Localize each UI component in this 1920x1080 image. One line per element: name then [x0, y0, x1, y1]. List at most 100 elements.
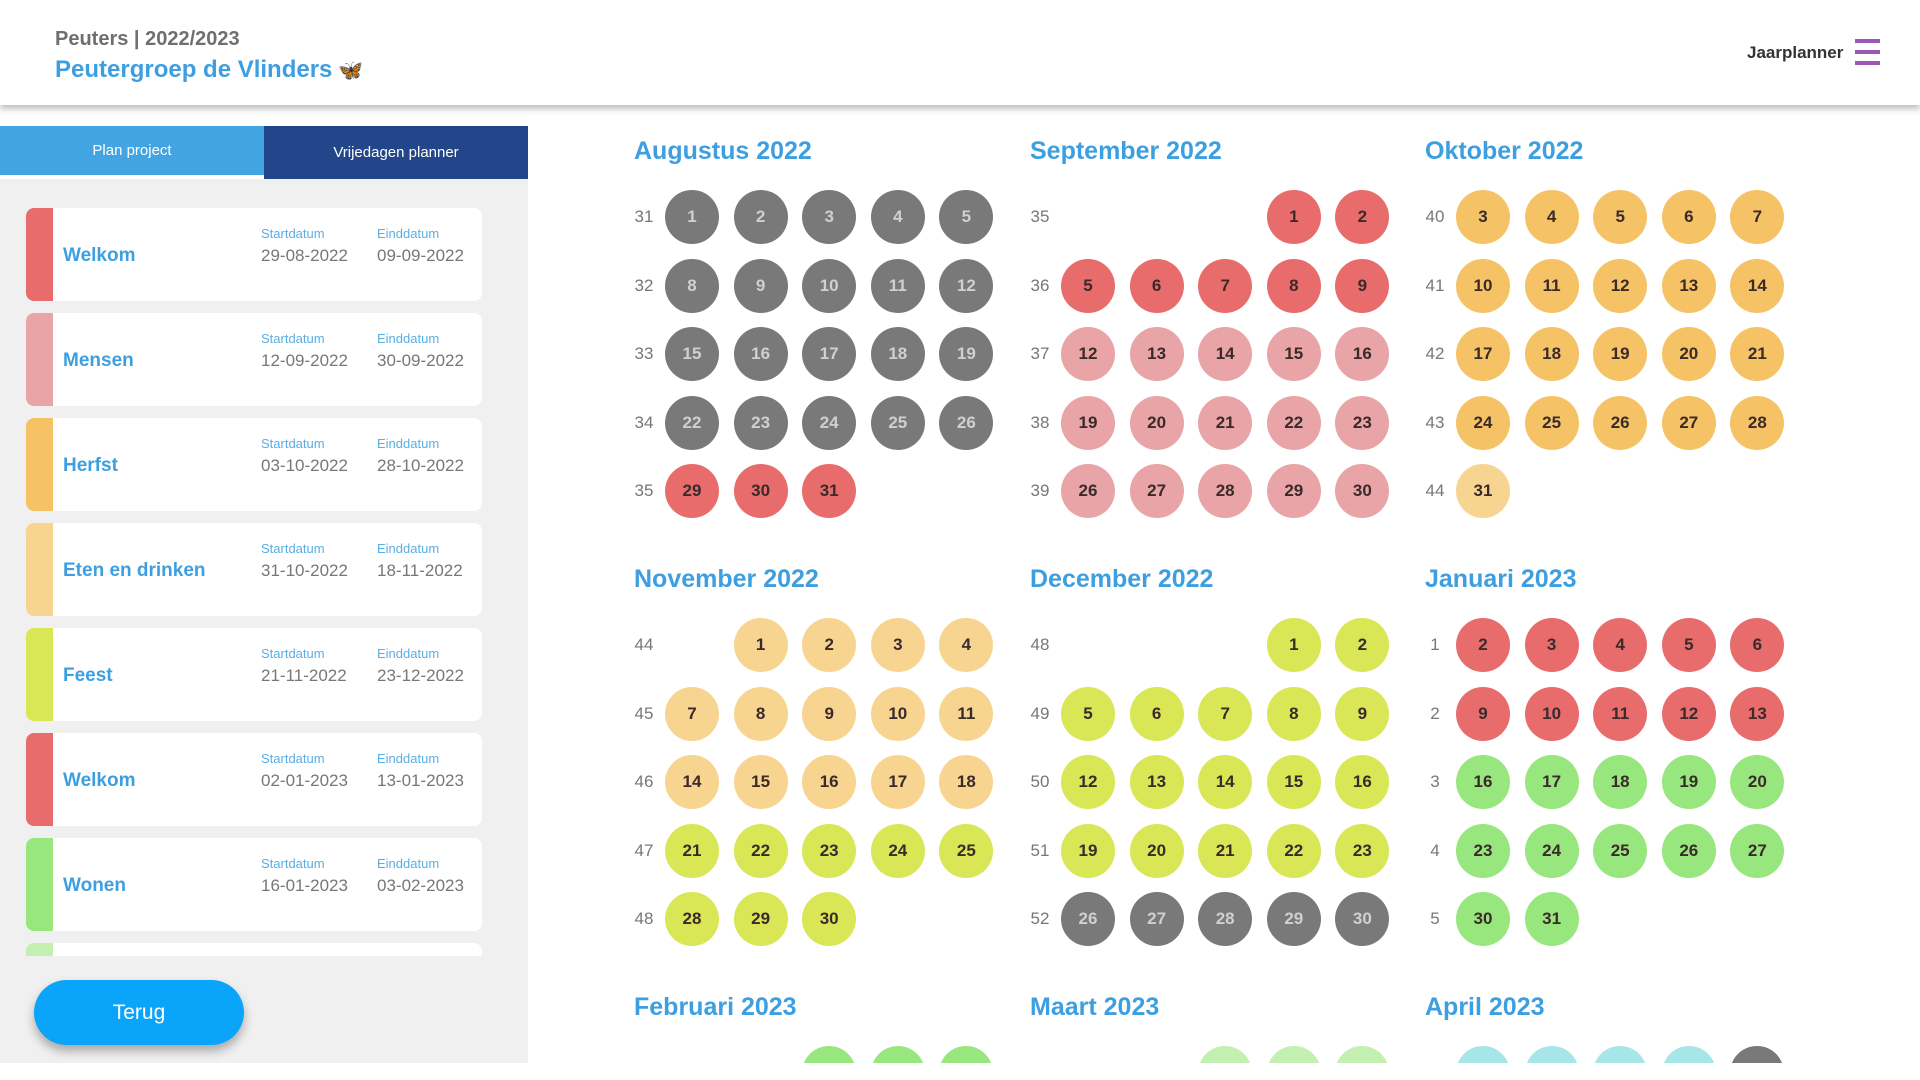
calendar-day[interactable]: 9	[733, 258, 788, 313]
calendar-day[interactable]: 3	[870, 618, 925, 672]
calendar-day[interactable]: 18	[1524, 327, 1579, 382]
project-list[interactable]: Welkom Startdatum 29-08-2022 Einddatum 09-09…	[0, 190, 528, 956]
calendar-day[interactable]: 20	[1129, 395, 1184, 450]
calendar-day[interactable]: 31	[1456, 464, 1510, 519]
calendar-day[interactable]: 30	[733, 464, 788, 519]
calendar-day[interactable]: 28	[1198, 892, 1253, 947]
calendar-day[interactable]: 20	[1129, 823, 1184, 878]
project-card[interactable]: Welkom Startdatum 02-01-2023 Einddatum 13-01…	[26, 733, 482, 826]
calendar-day[interactable]: 22	[665, 395, 719, 450]
calendar-day[interactable]: 30	[1335, 892, 1390, 947]
back-button[interactable]: Terug	[34, 980, 244, 1045]
calendar-day[interactable]: 27	[1661, 395, 1716, 450]
calendar-day[interactable]: 1	[733, 618, 788, 672]
calendar-day[interactable]: 31	[1524, 892, 1579, 947]
calendar-day[interactable]: 12	[939, 258, 994, 313]
calendar-day[interactable]: 29	[665, 464, 719, 519]
calendar-day[interactable]: 11	[1524, 258, 1579, 313]
calendar-day[interactable]: 19	[1661, 755, 1716, 810]
calendar-day[interactable]: 24	[1456, 395, 1510, 450]
calendar-day[interactable]: 21	[1730, 327, 1785, 382]
calendar-day[interactable]	[1456, 1046, 1510, 1063]
calendar-day[interactable]: 16	[1456, 755, 1510, 810]
calendar-day[interactable]: 8	[665, 258, 719, 313]
calendar-day[interactable]: 1	[665, 190, 719, 244]
calendar-day[interactable]: 26	[1061, 464, 1115, 519]
calendar-day[interactable]: 4	[939, 618, 994, 672]
calendar-day[interactable]: 17	[870, 755, 925, 810]
calendar-day[interactable]: 15	[665, 327, 719, 382]
tab-plan-project[interactable]: Plan project	[0, 126, 264, 179]
calendar-day[interactable]: 15	[1266, 755, 1321, 810]
calendar-day[interactable]: 6	[1661, 190, 1716, 244]
calendar-day[interactable]: 14	[1198, 327, 1253, 382]
project-card[interactable]: Herfst Startdatum 03-10-2022 Einddatum 28-10…	[26, 418, 482, 511]
calendar-day[interactable]: 8	[733, 686, 788, 741]
calendar-day[interactable]: 5	[939, 190, 994, 244]
calendar-day[interactable]: 12	[1661, 686, 1716, 741]
project-card[interactable]: Mensen Startdatum 12-09-2022 Einddatum 30-09…	[26, 313, 482, 406]
calendar-day[interactable]: 2	[733, 190, 788, 244]
calendar-day[interactable]: 30	[802, 892, 857, 947]
calendar-day[interactable]: 10	[802, 258, 857, 313]
calendar-day[interactable]: 10	[870, 686, 925, 741]
calendar-day[interactable]: 2	[1335, 618, 1390, 672]
calendar-day[interactable]: 27	[1129, 892, 1184, 947]
calendar-day[interactable]: 6	[1129, 686, 1184, 741]
calendar-day[interactable]: 1	[1266, 190, 1321, 244]
calendar-day[interactable]: 23	[1335, 823, 1390, 878]
calendar-day[interactable]: 9	[1335, 258, 1390, 313]
calendar-day[interactable]: 22	[1266, 823, 1321, 878]
calendar-day[interactable]: 25	[1524, 395, 1579, 450]
calendar-day[interactable]: 21	[665, 823, 719, 878]
calendar-day[interactable]: 19	[1593, 327, 1648, 382]
project-card[interactable]: Wonen Startdatum 16-01-2023 Einddatum 03-02-…	[26, 838, 482, 931]
calendar-day[interactable]: 7	[665, 686, 719, 741]
project-card[interactable]: Feest Startdatum 21-11-2022 Einddatum 23-12-…	[26, 628, 482, 721]
calendar-day[interactable]: 21	[1198, 823, 1253, 878]
calendar-day[interactable]: 28	[1198, 464, 1253, 519]
calendar-day[interactable]: 26	[1061, 892, 1115, 947]
calendar-day[interactable]: 25	[870, 395, 925, 450]
calendar-day[interactable]	[1198, 1046, 1253, 1063]
calendar-day[interactable]: 19	[1061, 395, 1115, 450]
calendar-day[interactable]: 25	[1593, 823, 1648, 878]
calendar-day[interactable]: 27	[1730, 823, 1785, 878]
calendar-day[interactable]: 7	[1198, 686, 1253, 741]
calendar-day[interactable]: 30	[1335, 464, 1390, 519]
calendar-day[interactable]: 18	[870, 327, 925, 382]
calendar-day[interactable]: 12	[1061, 327, 1115, 382]
calendar-day[interactable]: 20	[1661, 327, 1716, 382]
calendar-day[interactable]: 13	[1730, 686, 1785, 741]
calendar-day[interactable]: 16	[802, 755, 857, 810]
calendar-day[interactable]: 30	[1456, 892, 1510, 947]
hamburger-icon[interactable]	[1855, 39, 1880, 65]
calendar-day[interactable]: 12	[1593, 258, 1648, 313]
calendar-day[interactable]: 26	[939, 395, 994, 450]
calendar-day[interactable]: 12	[1061, 755, 1115, 810]
calendar-day[interactable]: 13	[1129, 755, 1184, 810]
calendar-day[interactable]: 15	[1266, 327, 1321, 382]
calendar-day[interactable]: 16	[1335, 327, 1390, 382]
calendar-day[interactable]: 5	[1061, 258, 1115, 313]
calendar-day[interactable]	[1661, 1046, 1716, 1063]
calendar-day[interactable]	[1335, 1046, 1390, 1063]
calendar-day[interactable]: 16	[733, 327, 788, 382]
calendar-day[interactable]: 29	[1266, 464, 1321, 519]
calendar-day[interactable]: 9	[1335, 686, 1390, 741]
calendar-day[interactable]: 23	[733, 395, 788, 450]
calendar-day[interactable]: 24	[1524, 823, 1579, 878]
calendar-day[interactable]	[939, 1046, 994, 1063]
calendar-day[interactable]: 23	[1335, 395, 1390, 450]
calendar-day[interactable]: 24	[802, 395, 857, 450]
calendar-day[interactable]: 11	[1593, 686, 1648, 741]
calendar-day[interactable]: 5	[1661, 618, 1716, 672]
calendar-day[interactable]: 6	[1730, 618, 1785, 672]
calendar-day[interactable]: 1	[1266, 618, 1321, 672]
calendar-day[interactable]: 28	[1730, 395, 1785, 450]
calendar-day[interactable]: 6	[1129, 258, 1184, 313]
calendar-day[interactable]: 14	[1730, 258, 1785, 313]
calendar-day[interactable]: 27	[1129, 464, 1184, 519]
calendar-day[interactable]: 9	[1456, 686, 1510, 741]
project-card[interactable]	[26, 943, 482, 956]
